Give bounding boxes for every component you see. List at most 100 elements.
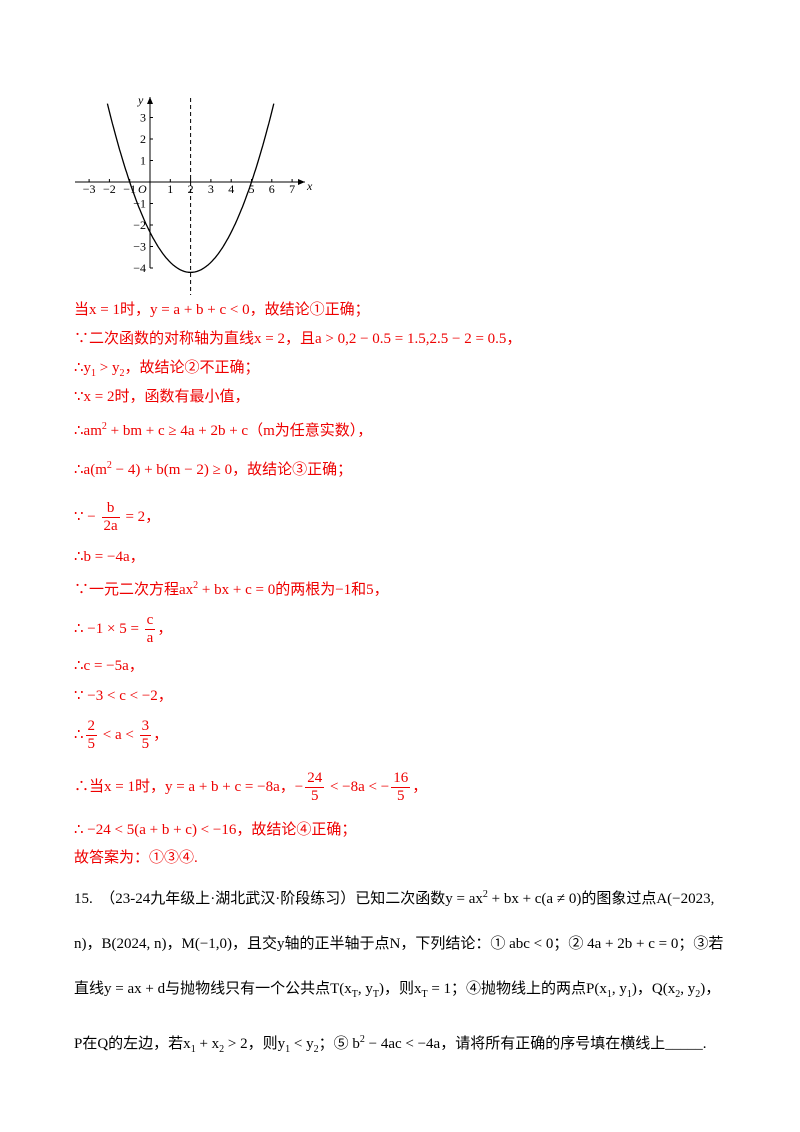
text: ∴y [74, 360, 92, 376]
y-tick-label: −2 [133, 218, 146, 232]
text: ∴a(m [74, 462, 107, 478]
solution-line: ∴y1 > y2，故结论②不正确； [74, 358, 260, 384]
text: + bx + c = 0的两根为−1和5， [198, 582, 389, 598]
text: ∵一元二次方程ax [74, 582, 194, 598]
text: ∵x = 2时，函数有最小值， [74, 389, 250, 405]
text: ∴ −1 × 5 = [74, 620, 143, 637]
text: > y [96, 360, 120, 376]
text: + x [195, 1036, 220, 1052]
fraction-num: c [144, 612, 156, 630]
solution-line: ∴b = −4a， [74, 547, 145, 567]
text: , y [680, 981, 696, 997]
y-arrow [147, 97, 153, 104]
text: ∵二次函数的对称轴为直线x = 2，且a > 0,2 − 0.5 = 1.5,2… [74, 331, 522, 347]
text: 2 [106, 460, 112, 471]
text: ， [153, 726, 169, 743]
fraction-den: 5 [310, 788, 319, 804]
text: = 2， [121, 508, 161, 525]
text: b 2a [101, 500, 120, 535]
solution-line: ∴ −24 < 5(a + b + c) < −16，故结论④正确； [74, 820, 356, 840]
problem: 15. （23-24九年级上·湖北武汉·阶段练习）已知二次函数y = ax2 +… [74, 872, 724, 1072]
y-tick-label: 1 [140, 154, 146, 168]
text: ∴b = −4a， [74, 549, 145, 565]
text: ∵ −3 < c < −2， [74, 688, 173, 704]
solution-line: ∵一元二次方程ax2 + bx + c = 0的两根为−1和5， [74, 576, 389, 600]
solution-line: ∵ − b 2a = 2， [74, 500, 160, 535]
text: > 2，则y [224, 1036, 286, 1052]
text: 15. （23-24九年级上·湖北武汉·阶段练习）已知二次函数y = ax [74, 891, 483, 907]
fraction-den: 5 [87, 736, 96, 752]
text: 当x = 1时，y = a + b + c < 0，故结论①正确； [74, 302, 370, 318]
y-label: y [137, 93, 144, 107]
text: , y [357, 981, 373, 997]
text: 24 5 [305, 770, 325, 805]
y-tick-label: −4 [133, 261, 146, 275]
solution-line: ∴am2 + bm + c ≥ 4a + 2b + c（m为任意实数）， [74, 417, 372, 441]
text: < y [290, 1036, 314, 1052]
x-tick-label: 1 [167, 182, 173, 196]
text: ∴ −24 < 5(a + b + c) < −16，故结论④正确； [74, 822, 357, 838]
solution-line: ∴当x = 1时，y = a + b + c = −8a，− 24 5 < −8a … [74, 770, 427, 805]
solution-line: 当x = 1时，y = a + b + c < 0，故结论①正确； [74, 300, 370, 320]
solution-line: ∴c = −5a， [74, 656, 144, 676]
text: 2 [675, 989, 681, 1000]
fraction-num: 3 [139, 718, 152, 736]
text: < a < [99, 726, 138, 743]
text: ∵ − [74, 508, 100, 525]
text: T [372, 989, 379, 1000]
x-tick-label: 6 [269, 182, 275, 196]
text: 1 [91, 368, 97, 379]
solution-line: ∴ −1 × 5 = c a， [74, 612, 172, 647]
x-tick-label: 2 [188, 182, 194, 196]
text: 2 [695, 989, 701, 1000]
text: 2 [119, 368, 125, 379]
text: T [421, 989, 428, 1000]
text: ∴c = −5a， [74, 658, 144, 674]
text: 1 [190, 1044, 196, 1055]
solution-line: ∵x = 2时，函数有最小值， [74, 387, 250, 407]
fraction-num: 2 [85, 718, 98, 736]
solution-line: ∴ 2 5 < a < 3 5， [74, 718, 168, 753]
text: 1 [606, 989, 612, 1000]
text: ∴当x = 1时，y = a + b + c = −8a，− [74, 778, 304, 795]
text: , y [611, 981, 627, 997]
text: 1 [626, 989, 632, 1000]
x-tick-label: 5 [249, 182, 255, 196]
text: 16 5 [391, 770, 411, 805]
fraction-den: 5 [141, 736, 150, 752]
text: ；⑤ b [318, 1036, 360, 1052]
text: T [351, 989, 358, 1000]
text: )，Q(x [631, 981, 676, 997]
text: < −8a < − [326, 778, 390, 795]
text: + bm + c ≥ 4a + 2b + c（m为任意实数）， [106, 423, 373, 439]
y-tick-label: 2 [140, 132, 146, 146]
text: 2 [482, 889, 488, 900]
text: ，故结论②不正确； [124, 360, 260, 376]
text: ∴am [74, 423, 102, 439]
origin-label: O [138, 182, 147, 196]
text: + bx + c(a ≠ 0)的图象过点A(−2023, n)，B(2024, … [74, 891, 724, 997]
solution-line: 故答案为：①③④. [74, 848, 198, 868]
x-tick-label: 4 [228, 182, 234, 196]
text: − 4ac < −4a，请将所有正确的序号填在横线上_____. [364, 1036, 707, 1052]
x-tick-label: 7 [289, 182, 295, 196]
x-tick-label: −3 [83, 182, 96, 196]
x-arrow [298, 179, 305, 185]
fraction-num: 16 [391, 770, 411, 788]
text: − 4) + b(m − 2) ≥ 0，故结论③正确； [111, 462, 353, 478]
solution-line: ∵二次函数的对称轴为直线x = 2，且a > 0,2 − 0.5 = 1.5,2… [74, 329, 521, 349]
fraction-den: a [146, 630, 154, 646]
x-tick-label: 3 [208, 182, 214, 196]
y-tick-label: 3 [140, 111, 146, 125]
solution-line: ∴a(m2 − 4) + b(m − 2) ≥ 0，故结论③正确； [74, 456, 352, 480]
parabola [106, 103, 275, 274]
y-tick-label: −3 [133, 240, 146, 254]
fraction-num: b [101, 500, 120, 518]
fraction-den: 2a [103, 518, 118, 534]
x-label: x [306, 179, 313, 193]
text: = 1；④抛物线上的两点P(x [427, 981, 607, 997]
